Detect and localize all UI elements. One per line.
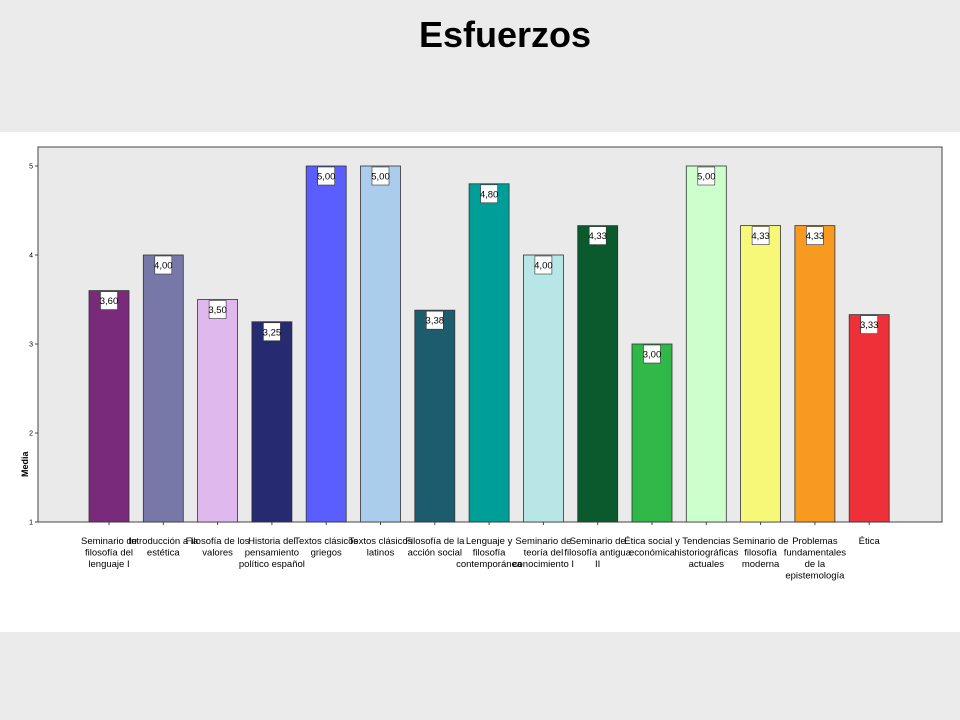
x-tick-label: Introducción a la [128, 536, 198, 547]
x-tick-label: Historia del [248, 536, 296, 547]
bar [794, 225, 836, 523]
y-tick-label: 5 [29, 164, 33, 171]
data-label-box [643, 344, 661, 364]
x-tick-label: Filosofía de los [186, 536, 250, 547]
y-tick-label: 2 [29, 431, 33, 438]
bar [848, 314, 890, 523]
data-label: 4,00 [154, 261, 173, 272]
x-tick-label: pensamiento [245, 548, 299, 559]
data-label-box [154, 255, 173, 275]
x-tick-label: valores [202, 548, 233, 559]
data-label: 5,00 [317, 172, 336, 183]
x-tick-label: epistemología [785, 571, 845, 582]
data-label: 3,50 [208, 305, 227, 316]
y-tick-label: 3 [29, 342, 33, 349]
data-label: 4,00 [534, 261, 553, 272]
data-label: 5,00 [697, 172, 716, 183]
x-tick-label: acción social [408, 548, 462, 559]
x-tick-label: conocimiento I [513, 559, 574, 570]
data-label-box [317, 166, 336, 186]
x-tick-label: Filosofía de la [405, 536, 465, 547]
bar [468, 183, 510, 523]
data-label: 3,25 [263, 327, 282, 338]
data-label-box [697, 166, 716, 186]
x-tick-label: económica [629, 548, 676, 559]
x-tick-label: griegos [311, 548, 342, 559]
bar [414, 309, 456, 523]
bar [197, 299, 239, 523]
x-tick-label: Tendencias [682, 536, 730, 547]
data-label-box [263, 322, 281, 342]
bar [142, 254, 184, 523]
x-tick-label: Ética social y [624, 536, 680, 547]
x-tick-label: filosofía [744, 548, 777, 559]
y-axis-title: Media [20, 450, 30, 477]
slide-title: Esfuerzos [418, 14, 592, 55]
data-label: 3,00 [643, 350, 662, 361]
x-tick-label: fundamentales [784, 548, 847, 559]
x-tick-label: Seminario de [515, 536, 571, 547]
data-label: 3,60 [100, 296, 119, 307]
x-tick-label: Seminario de [81, 536, 137, 547]
x-tick-label: Seminario de [733, 536, 789, 547]
x-tick-label: filosofía antigua [564, 548, 631, 559]
x-tick-label: filosofía [473, 548, 506, 559]
data-label-box [588, 226, 607, 245]
data-label: 3,33 [860, 320, 879, 331]
bar [685, 165, 727, 523]
y-tick-label: 1 [29, 520, 33, 527]
data-label: 3,38 [426, 316, 445, 327]
bar [360, 165, 401, 523]
bar [577, 225, 619, 523]
x-tick-label: historiográficas [674, 548, 738, 559]
x-tick-label: moderna [742, 559, 780, 570]
x-tick-label: II [595, 559, 600, 570]
bar [631, 343, 673, 523]
data-label-box [860, 315, 879, 334]
data-label: 4,33 [588, 231, 607, 242]
y-tick-label: 4 [29, 253, 33, 260]
chart-panel: Media 1 2 3 4 5 3,60 4,00 3,50 3,25 5,00 5,00 3,38… [0, 132, 960, 632]
x-tick-label: Seminario de [570, 536, 626, 547]
x-tick-label: Ética [859, 536, 881, 547]
x-tick-label: Problemas [792, 536, 838, 547]
data-label: 5,00 [371, 172, 390, 183]
data-label-box [480, 184, 498, 204]
x-tick-label: teoría del [524, 548, 564, 559]
bar [523, 254, 564, 523]
data-label-box [100, 291, 118, 310]
data-label-box [534, 255, 553, 275]
x-tick-label: contemporánea [456, 559, 523, 570]
x-tick-label: político español [239, 559, 305, 570]
data-label: 4,33 [806, 231, 825, 242]
x-tick-label: lenguaje I [88, 559, 129, 570]
x-tick-label: Textos clásicos [349, 536, 413, 547]
bar [88, 290, 130, 523]
x-tick-label: actuales [689, 559, 725, 570]
data-label-box [208, 300, 227, 319]
x-tick-label: de la [805, 559, 826, 570]
x-tick-label: estética [147, 548, 180, 559]
bar-chart: Media 1 2 3 4 5 3,60 4,00 3,50 3,25 5,00 5,00 3,38… [20, 146, 943, 582]
data-label: 4,80 [480, 189, 499, 200]
bar [305, 165, 347, 523]
data-label-box [751, 226, 770, 245]
x-tick-label: Textos clásicos [294, 536, 358, 547]
data-label-box [371, 166, 390, 186]
data-label-box [425, 310, 444, 330]
x-tick-label: Lenguaje y [466, 536, 513, 547]
data-label-box [806, 226, 824, 245]
x-tick-label: filosofía del [85, 548, 133, 559]
bar [740, 225, 781, 523]
bar [251, 321, 293, 523]
x-tick-label: latinos [367, 548, 395, 559]
data-label: 4,33 [751, 231, 770, 242]
